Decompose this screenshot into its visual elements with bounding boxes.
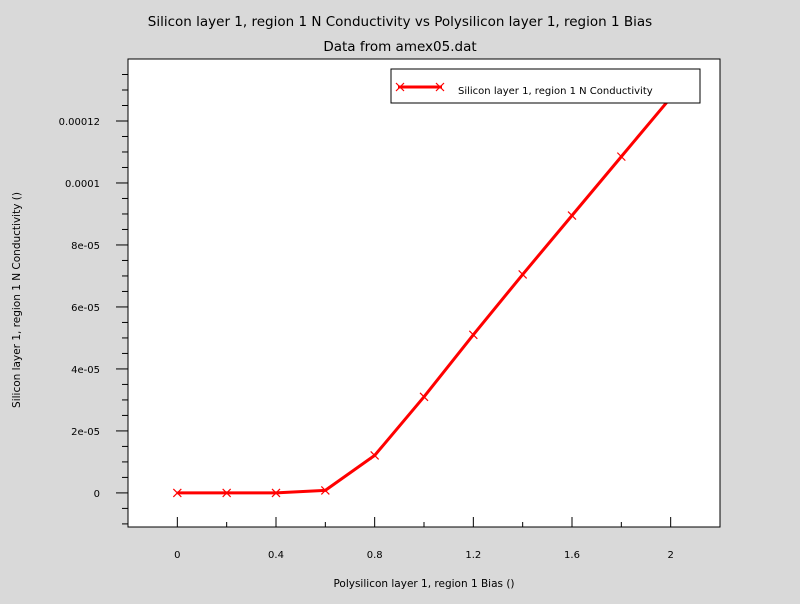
chart-subtitle: Data from amex05.dat [323,39,476,55]
y-tick-label: 8e-05 [71,241,100,252]
y-tick-label: 0.00012 [59,117,100,128]
x-tick-label: 0 [174,550,180,561]
data-point [222,488,232,498]
y-tick-label: 6e-05 [71,303,100,314]
data-point [271,488,281,498]
data-point [419,392,429,402]
x-tick-label: 1.2 [465,550,481,561]
y-tick-label: 0 [94,489,100,500]
x-tick-label: 0.4 [268,550,284,561]
data-point [518,269,528,279]
x-tick-label: 0.8 [367,550,383,561]
data-point [320,486,330,495]
x-axis-title: Polysilicon layer 1, region 1 Bias () [333,578,514,590]
y-tick-label: 0.0001 [65,179,100,190]
y-tick-label: 4e-05 [71,365,100,376]
data-point [567,211,577,220]
chart-title: Silicon layer 1, region 1 N Conductivity… [148,14,652,30]
x-tick-label: 2 [667,550,673,561]
ticks-layer: 0 0.4 0.8 1.2 1.6 2 0 2e-05 4e-05 6e-05 8e-05 0.000… [59,73,721,561]
legend-label: Silicon layer 1, region 1 N Conductivity [458,86,653,97]
x-tick-label: 1.6 [564,550,580,561]
y-axis-title: Silicon layer 1, region 1 N Conductivity… [11,192,23,408]
legend-box [390,68,701,104]
y-tick-label: 2e-05 [71,427,100,438]
data-point [616,152,626,162]
legend-marker [395,82,445,92]
data-point [370,450,380,460]
data-point [468,330,478,340]
plot-area [127,58,721,528]
legend: Silicon layer 1, region 1 N Conductivity [390,68,701,104]
data-point [172,488,182,498]
